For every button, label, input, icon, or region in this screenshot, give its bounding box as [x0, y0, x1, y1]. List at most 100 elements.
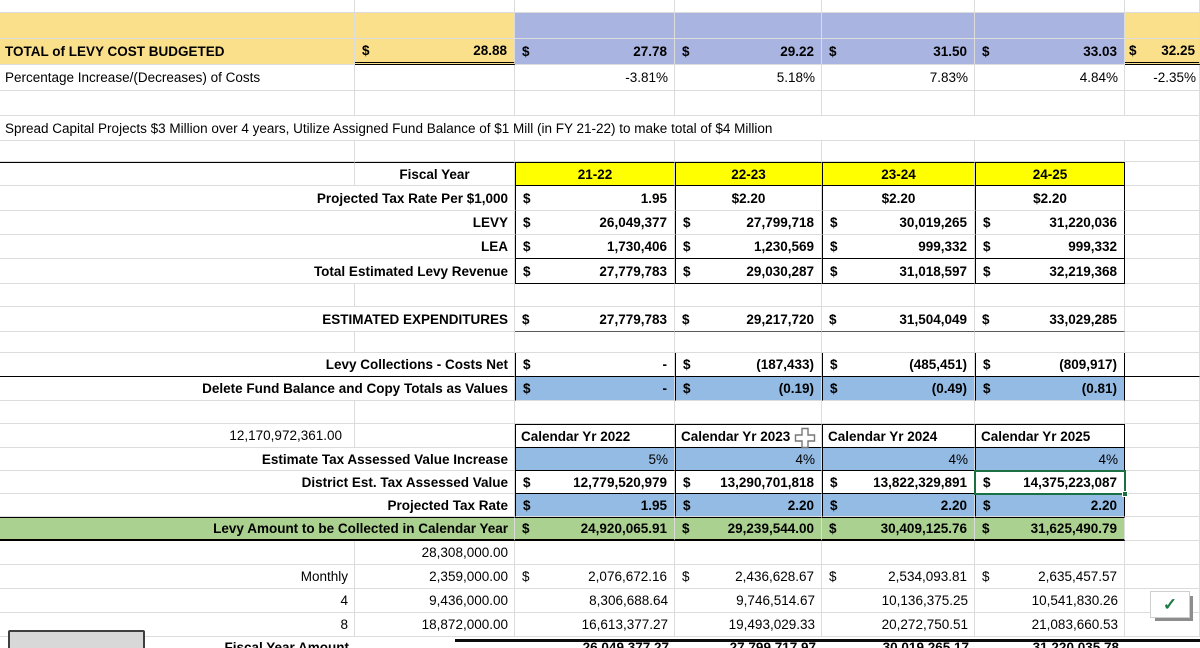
cell-eight-value[interactable]: 20,272,750.51: [822, 613, 975, 637]
cell-monthly-value[interactable]: $2,635,457.57: [975, 565, 1125, 589]
gray-button-partial[interactable]: [8, 630, 145, 648]
cell[interactable]: [1125, 259, 1200, 284]
cell[interactable]: [0, 541, 355, 565]
cell-delete-fund-value[interactable]: $ (0.19): [675, 377, 822, 401]
cell-percentage-value[interactable]: -3.81%: [515, 65, 675, 91]
cell-eight-value[interactable]: 16,613,377.27: [515, 613, 675, 637]
cell-rate-value[interactable]: $1.95: [515, 186, 675, 211]
cell-rate-value[interactable]: $2.20: [975, 186, 1125, 211]
cell[interactable]: [1125, 162, 1200, 186]
cell[interactable]: [675, 13, 822, 39]
cell[interactable]: [675, 91, 822, 116]
cell-lea-value[interactable]: $1,230,569: [675, 235, 822, 259]
cell-four-value[interactable]: 8,306,688.64: [515, 589, 675, 613]
cell-expenditures-label[interactable]: ESTIMATED EXPENDITURES: [0, 307, 515, 332]
cell-calendar-2024[interactable]: Calendar Yr 2024: [822, 424, 975, 448]
cell-assessed-increase-value[interactable]: 4%: [975, 448, 1125, 471]
cell-levy-value[interactable]: $31,220,036: [975, 211, 1125, 235]
cell-expenditures-value[interactable]: $29,217,720: [675, 307, 822, 332]
cell-delete-fund-value[interactable]: $ (0.81): [975, 377, 1125, 401]
cell-year-2223[interactable]: 22-23: [675, 162, 822, 186]
cell[interactable]: [515, 284, 675, 307]
cell-rate-value[interactable]: $2.20: [675, 186, 822, 211]
cell-eight-label[interactable]: 8: [0, 613, 355, 637]
cell-four-value[interactable]: 10,136,375.25: [822, 589, 975, 613]
cell[interactable]: [975, 91, 1125, 116]
cell[interactable]: [1125, 448, 1200, 471]
cell-levy-collected-label[interactable]: Levy Amount to be Collected in Calendar …: [0, 517, 515, 541]
cell[interactable]: [1125, 541, 1200, 565]
cell[interactable]: [1125, 186, 1200, 211]
cell-total-revenue-value[interactable]: $27,779,783: [515, 259, 675, 284]
cell-lea-value[interactable]: $999,332: [822, 235, 975, 259]
cell[interactable]: [0, 162, 355, 186]
cell[interactable]: [975, 0, 1125, 13]
cell[interactable]: [515, 91, 675, 116]
cell-calendar-rate-value[interactable]: $1.95: [515, 494, 675, 517]
cell[interactable]: [0, 0, 355, 13]
cell[interactable]: [822, 91, 975, 116]
cell-assessed-increase-label[interactable]: Estimate Tax Assessed Value Increase: [0, 448, 515, 471]
cell-four-value[interactable]: 9,746,514.67: [675, 589, 822, 613]
cell[interactable]: [822, 0, 975, 13]
cell[interactable]: [822, 332, 975, 353]
cell-lea-value[interactable]: $999,332: [975, 235, 1125, 259]
cell[interactable]: [515, 332, 675, 353]
cell[interactable]: [355, 141, 515, 162]
cell[interactable]: [0, 141, 355, 162]
cell[interactable]: [1125, 517, 1200, 541]
cell-expenditures-value[interactable]: $27,779,783: [515, 307, 675, 332]
cell[interactable]: [515, 141, 675, 162]
cell-partial-value[interactable]: 30,019,265.17: [882, 640, 969, 648]
cell-partial-value[interactable]: 26,049,377.27: [582, 640, 669, 648]
cell[interactable]: [1125, 377, 1200, 401]
cell-assessed-increase-value[interactable]: 4%: [822, 448, 975, 471]
cell[interactable]: [355, 65, 515, 91]
cell-monthly-label[interactable]: Monthly: [0, 565, 355, 589]
cell[interactable]: [1125, 565, 1200, 589]
cell-capital-projects-note[interactable]: Spread Capital Projects $3 Million over …: [0, 116, 1200, 141]
cell-total-revenue-value[interactable]: $29,030,287: [675, 259, 822, 284]
cell-total-value[interactable]: $27.78: [515, 39, 675, 65]
cell-lea-label[interactable]: LEA: [0, 235, 515, 259]
cell[interactable]: [1125, 494, 1200, 517]
cell-eight-base[interactable]: 18,872,000.00: [355, 613, 515, 637]
cell-levy-collected-value[interactable]: $31,625,490.79: [975, 517, 1125, 541]
cell[interactable]: [0, 401, 355, 424]
cell-levy-collected-value[interactable]: $29,239,544.00: [675, 517, 822, 541]
cell[interactable]: [675, 401, 822, 424]
cell-expenditures-value[interactable]: $33,029,285: [975, 307, 1125, 332]
cell-total-revenue-value[interactable]: $32,219,368: [975, 259, 1125, 284]
cell[interactable]: [822, 401, 975, 424]
cell[interactable]: [975, 332, 1125, 353]
cell[interactable]: [1125, 307, 1200, 332]
cell[interactable]: [1125, 471, 1200, 494]
cell[interactable]: [975, 141, 1125, 162]
cell-delete-fund-value[interactable]: $ (0.49): [822, 377, 975, 401]
cell-total-value[interactable]: $29.22: [675, 39, 822, 65]
cell[interactable]: [1125, 13, 1200, 39]
cell[interactable]: [675, 141, 822, 162]
cell-lea-value[interactable]: $1,730,406: [515, 235, 675, 259]
cell-assessed-increase-value[interactable]: 4%: [675, 448, 822, 471]
cell[interactable]: [975, 13, 1125, 39]
cell[interactable]: [1125, 141, 1200, 162]
cell-four-value[interactable]: 10,541,830.26: [975, 589, 1125, 613]
cell-monthly-value[interactable]: $2,534,093.81: [822, 565, 975, 589]
cell[interactable]: [1125, 0, 1200, 13]
cell-eight-value[interactable]: 19,493,029.33: [675, 613, 822, 637]
cell-levy-value[interactable]: $30,019,265: [822, 211, 975, 235]
cell[interactable]: [0, 13, 355, 39]
cell[interactable]: [822, 141, 975, 162]
cell-monthly-value[interactable]: $2,436,628.67: [675, 565, 822, 589]
cell-percentage-value[interactable]: 5.18%: [675, 65, 822, 91]
cell[interactable]: [1125, 353, 1200, 377]
cell-annual-total[interactable]: 28,308,000.00: [355, 541, 515, 565]
cell[interactable]: [1125, 91, 1200, 116]
cell-percentage-label[interactable]: Percentage Increase/(Decreases) of Costs: [0, 65, 355, 91]
cell-calendar-rate-value[interactable]: $2.20: [822, 494, 975, 517]
cell-levy-value[interactable]: $27,799,718: [675, 211, 822, 235]
cell[interactable]: [0, 91, 355, 116]
cell-year-2122[interactable]: 21-22: [515, 162, 675, 186]
cell-levy-value[interactable]: $26,049,377: [515, 211, 675, 235]
